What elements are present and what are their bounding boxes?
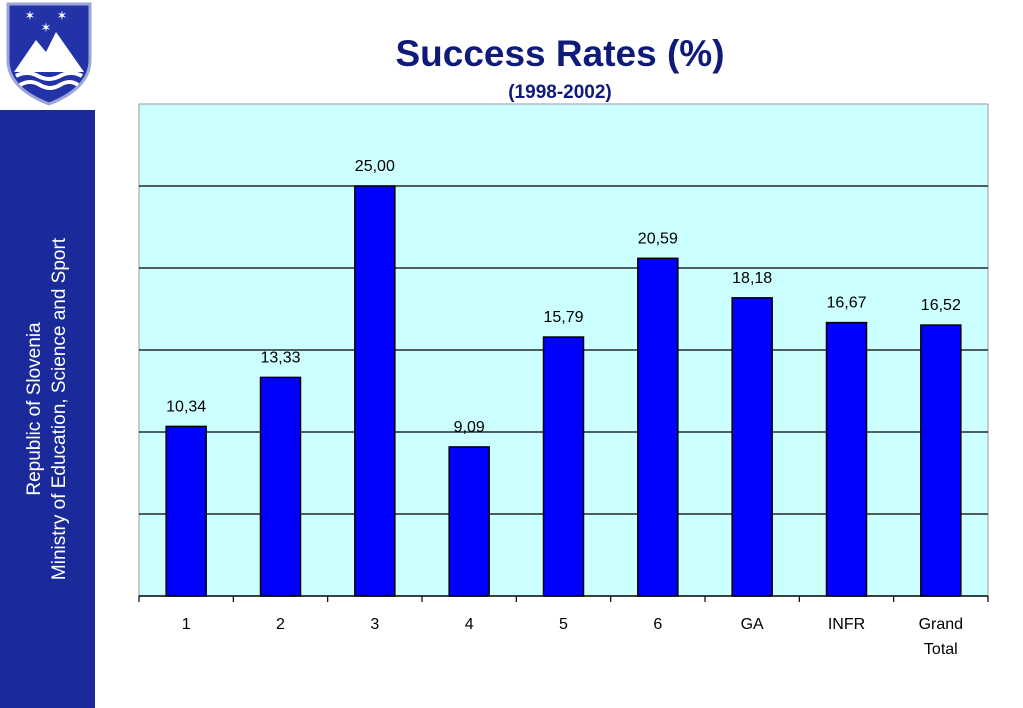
bar <box>825 321 868 597</box>
svg-text:✶: ✶ <box>25 8 36 23</box>
x-tick-label: 5 <box>559 616 568 633</box>
bar <box>731 297 773 597</box>
chart-title: Success Rates (%) <box>395 33 725 74</box>
x-tick-label: 4 <box>465 616 474 633</box>
sidebar-banner <box>0 110 95 708</box>
data-label: 16,67 <box>826 295 866 312</box>
x-tick-label: INFR <box>828 616 865 633</box>
data-label: 25,00 <box>355 158 395 175</box>
coat-of-arms-logo: ✶ ✶ ✶ <box>0 0 95 110</box>
data-label: 13,33 <box>260 349 300 366</box>
bar <box>259 376 302 597</box>
x-tick-label: 3 <box>370 616 379 633</box>
bar <box>354 185 396 597</box>
data-label: 16,52 <box>921 297 961 314</box>
data-label: 20,59 <box>638 230 678 247</box>
data-label: 15,79 <box>543 309 583 326</box>
bar <box>542 336 585 597</box>
chart-subtitle: (1998-2002) <box>508 82 612 103</box>
bar <box>637 257 679 597</box>
bar <box>165 425 207 597</box>
x-tick-label: GA <box>741 616 764 633</box>
x-tick-label: 2 <box>276 616 285 633</box>
x-tick-label: 6 <box>653 616 662 633</box>
bar <box>448 446 490 597</box>
data-label: 9,09 <box>454 419 485 436</box>
data-label: 18,18 <box>732 270 772 287</box>
svg-text:✶: ✶ <box>41 20 52 35</box>
svg-text:✶: ✶ <box>57 8 68 23</box>
data-label: 10,34 <box>166 398 206 415</box>
x-tick-label: 1 <box>182 616 191 633</box>
bar <box>920 324 962 597</box>
x-tick-label: Grand Total <box>919 616 963 658</box>
